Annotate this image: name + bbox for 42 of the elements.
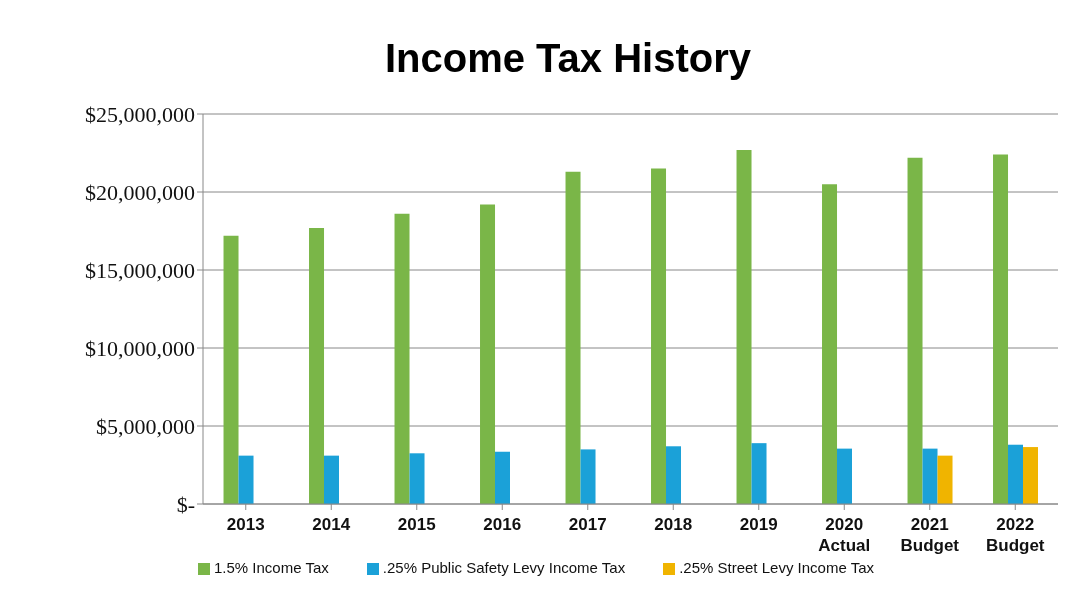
x-tick-label: 2018 (654, 515, 693, 534)
legend-label: .25% Public Safety Levy Income Tax (382, 559, 626, 576)
y-tick-label: $- (176, 491, 195, 517)
bar (238, 455, 254, 504)
bar (324, 455, 340, 504)
bar (495, 451, 511, 504)
y-tick-label: $5,000,000 (96, 413, 195, 439)
bar (580, 449, 596, 504)
bar (394, 213, 410, 504)
bar (822, 184, 838, 504)
y-tick-label: $25,000,000 (85, 101, 195, 127)
bar (922, 448, 938, 504)
x-tick-label: 2019 (739, 515, 778, 534)
x-tick-label: 2021 Budget (900, 515, 960, 555)
bar (666, 446, 682, 504)
bar (751, 443, 767, 504)
x-tick-label: 2013 (226, 515, 265, 534)
legend-label: .25% Street Levy Income Tax (679, 559, 874, 576)
bar (837, 448, 853, 504)
x-tick-label: 2016 (483, 515, 522, 534)
bar (223, 235, 239, 504)
bar (993, 154, 1009, 504)
x-tick-label: 2020 Actual (818, 515, 871, 555)
y-tick-label: $15,000,000 (85, 257, 195, 283)
y-tick-label: $10,000,000 (85, 335, 195, 361)
bar (1023, 447, 1039, 504)
x-tick-label: 2014 (312, 515, 351, 534)
y-tick-label: $20,000,000 (85, 179, 195, 205)
bar (736, 149, 752, 504)
bar (907, 157, 923, 504)
legend-label: 1.5% Income Tax (214, 559, 329, 576)
bar (651, 168, 667, 504)
bar (409, 453, 425, 504)
bar (1008, 444, 1024, 504)
bar (937, 455, 953, 504)
bar (480, 204, 496, 504)
x-tick-label: 2017 (568, 515, 607, 534)
bar (309, 227, 325, 504)
chart-title: Income Tax History (383, 35, 752, 82)
x-tick-label: 2022 Budget (985, 515, 1045, 555)
bar (565, 171, 581, 504)
x-tick-label: 2015 (397, 515, 436, 534)
